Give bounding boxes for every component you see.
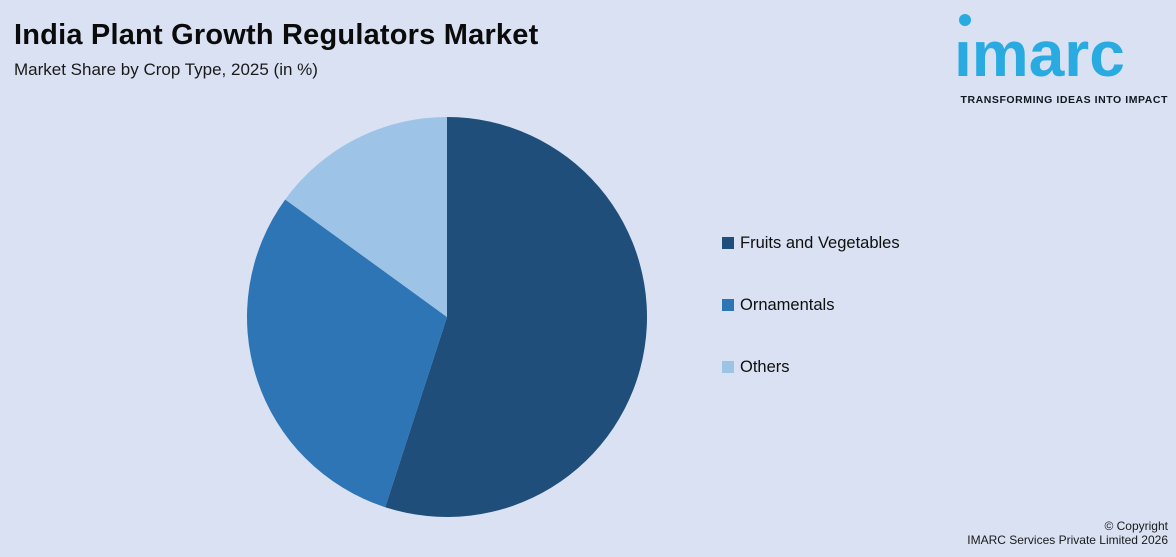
imarc-logo-dot-icon — [959, 14, 971, 26]
copyright-line-2: IMARC Services Private Limited 2026 — [967, 533, 1168, 548]
legend-marker-icon — [722, 237, 734, 249]
legend-label: Ornamentals — [740, 295, 835, 314]
legend-label: Others — [740, 357, 790, 376]
imarc-logo: ımarc TRANSFORMING IDEAS INTO IMPACT — [942, 6, 1170, 106]
copyright-line-1: © Copyright — [1104, 518, 1168, 533]
legend-marker-icon — [722, 299, 734, 311]
pie-slice-others — [285, 117, 447, 317]
header: India Plant Growth Regulators Market Mar… — [14, 18, 538, 80]
pie-svg — [247, 117, 648, 517]
legend: Fruits and Vegetables Ornamentals Others — [722, 231, 900, 379]
legend-label: Fruits and Vegetables — [740, 233, 900, 252]
legend-item-ornamentals: Ornamentals — [722, 293, 900, 317]
pie-chart — [245, 115, 649, 519]
imarc-tagline: TRANSFORMING IDEAS INTO IMPACT — [960, 94, 1168, 106]
copyright-notice: © Copyright IMARC Services Private Limit… — [967, 519, 1168, 548]
pie-slice-ornamentals — [247, 199, 447, 508]
chart-title: India Plant Growth Regulators Market — [14, 19, 539, 51]
legend-item-others: Others — [722, 355, 900, 379]
imarc-wordmark: ımarc — [954, 18, 1125, 90]
pie-slice-fruits-and-vegetables — [385, 117, 648, 517]
legend-marker-icon — [722, 361, 734, 373]
chart-subtitle: Market Share by Crop Type, 2025 (in %) — [14, 59, 318, 79]
legend-item-fruits-and-vegetables: Fruits and Vegetables — [722, 231, 900, 255]
